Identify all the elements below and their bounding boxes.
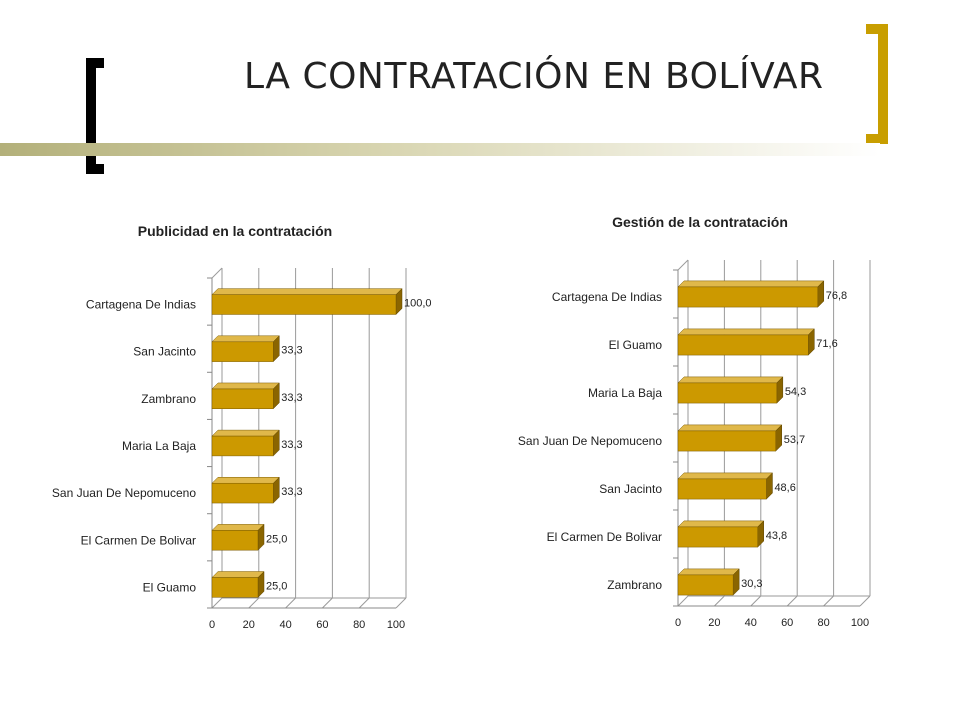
chart1-category-label: El Guamo — [143, 580, 197, 594]
chart2-x-tick-label: 80 — [817, 617, 829, 629]
chart2-x-tick-label: 0 — [675, 617, 681, 629]
chart1-bar — [211, 530, 259, 551]
chart1-category-label: Cartagena De Indias — [86, 298, 196, 312]
chart2-category-label: Maria La Baja — [588, 386, 662, 400]
chart1-bar — [211, 577, 259, 598]
chart2-category-label: Zambrano — [607, 578, 662, 592]
chart1-x-tick-label: 80 — [353, 619, 365, 631]
chart1-bar — [211, 435, 274, 457]
chart2-bar — [677, 574, 734, 596]
chart1-floor-line — [285, 597, 296, 609]
chart1-floor-line — [211, 597, 223, 609]
chart2-floor-line — [714, 595, 725, 607]
chart1-bar — [211, 482, 274, 504]
chart1-bar — [211, 388, 274, 410]
chart1-floor-line — [395, 597, 407, 609]
chart2-data-label: 53,7 — [784, 434, 805, 446]
chart2-data-label: 30,3 — [741, 578, 762, 590]
chart1-x-tick-label: 100 — [387, 619, 405, 631]
chart1-data-label: 33,3 — [281, 439, 302, 451]
chart2-x-tick-label: 60 — [781, 617, 793, 629]
chart2-bar-top — [677, 520, 765, 528]
chart2-data-label: 76,8 — [826, 290, 847, 302]
chart1-data-label: 100,0 — [404, 298, 432, 310]
chart2-bar-top — [677, 280, 825, 288]
chart2-data-label: 54,3 — [785, 386, 806, 398]
page-title: LA CONTRATACIÓN EN BOLÍVAR — [244, 56, 824, 97]
chart2-title: Gestión de la contratación — [612, 214, 788, 230]
chart2-wall-edge — [677, 259, 689, 271]
chart1-data-label: 33,3 — [281, 345, 302, 357]
chart1-floor-line — [358, 597, 370, 609]
chart2-floor-line — [823, 595, 834, 607]
chart2-bar — [677, 286, 819, 308]
chart2-bar-top — [677, 424, 783, 432]
chart1-bar — [211, 341, 274, 362]
chart2-data-label: 48,6 — [774, 482, 795, 494]
header-gradient-line — [0, 143, 880, 156]
chart1-x-tick-label: 0 — [209, 619, 215, 631]
chart1-data-label: 33,3 — [281, 392, 302, 404]
chart2-x-tick-label: 40 — [745, 617, 757, 629]
chart2-bar — [677, 382, 778, 404]
chart1-category-label: San Juan De Nepomuceno — [52, 486, 196, 500]
chart2-bar-top — [677, 328, 815, 336]
chart1-category-label: El Carmen De Bolivar — [81, 533, 196, 547]
chart2-data-label: 43,8 — [766, 530, 787, 542]
chart1-category-label: Zambrano — [141, 392, 196, 406]
chart1-category-label: Maria La Baja — [122, 439, 196, 453]
chart2-bar-top — [677, 568, 740, 576]
chart2-category-label: El Guamo — [609, 338, 663, 352]
chart2-bar — [677, 334, 809, 356]
chart1-data-label: 33,3 — [281, 486, 302, 498]
chart2-category-label: Cartagena De Indias — [552, 290, 662, 304]
chart1-wall-edge — [211, 267, 223, 279]
chart2-floor-line — [859, 595, 871, 607]
chart1-x-tick-label: 60 — [316, 619, 328, 631]
chart1-x-tick-label: 20 — [243, 619, 255, 631]
chart2-bar — [677, 478, 767, 500]
chart2-data-label: 71,6 — [816, 338, 837, 350]
chart2-category-label: San Juan De Nepomuceno — [518, 434, 662, 448]
chart1-floor-line — [322, 597, 333, 609]
chart2-bar — [677, 430, 776, 452]
chart2-category-label: El Carmen De Bolivar — [547, 530, 662, 544]
left-bracket-decoration — [86, 58, 104, 174]
chart2-x-tick-label: 20 — [708, 617, 720, 629]
chart2-bar-top — [677, 472, 774, 480]
chart1-floor-line — [248, 597, 260, 609]
chart-publicidad: Publicidad en la contratación 0 20 40 60 80 10… — [52, 223, 432, 631]
chart1-title: Publicidad en la contratación — [138, 223, 332, 239]
chart2-floor-line — [786, 595, 798, 607]
chart2-x-tick-label: 100 — [851, 617, 869, 629]
chart1-data-label: 25,0 — [266, 533, 287, 545]
chart1-bar — [211, 294, 397, 315]
chart1-data-label: 25,0 — [266, 580, 287, 592]
chart1-category-label: San Jacinto — [133, 345, 196, 359]
chart2-bar — [677, 526, 758, 548]
right-bracket-decoration — [866, 24, 888, 144]
chart2-floor-line — [750, 595, 762, 607]
chart2-floor-line — [677, 595, 689, 607]
chart1-x-tick-label: 40 — [279, 619, 291, 631]
chart2-category-label: San Jacinto — [599, 482, 662, 496]
chart2-bar-top — [677, 376, 784, 384]
